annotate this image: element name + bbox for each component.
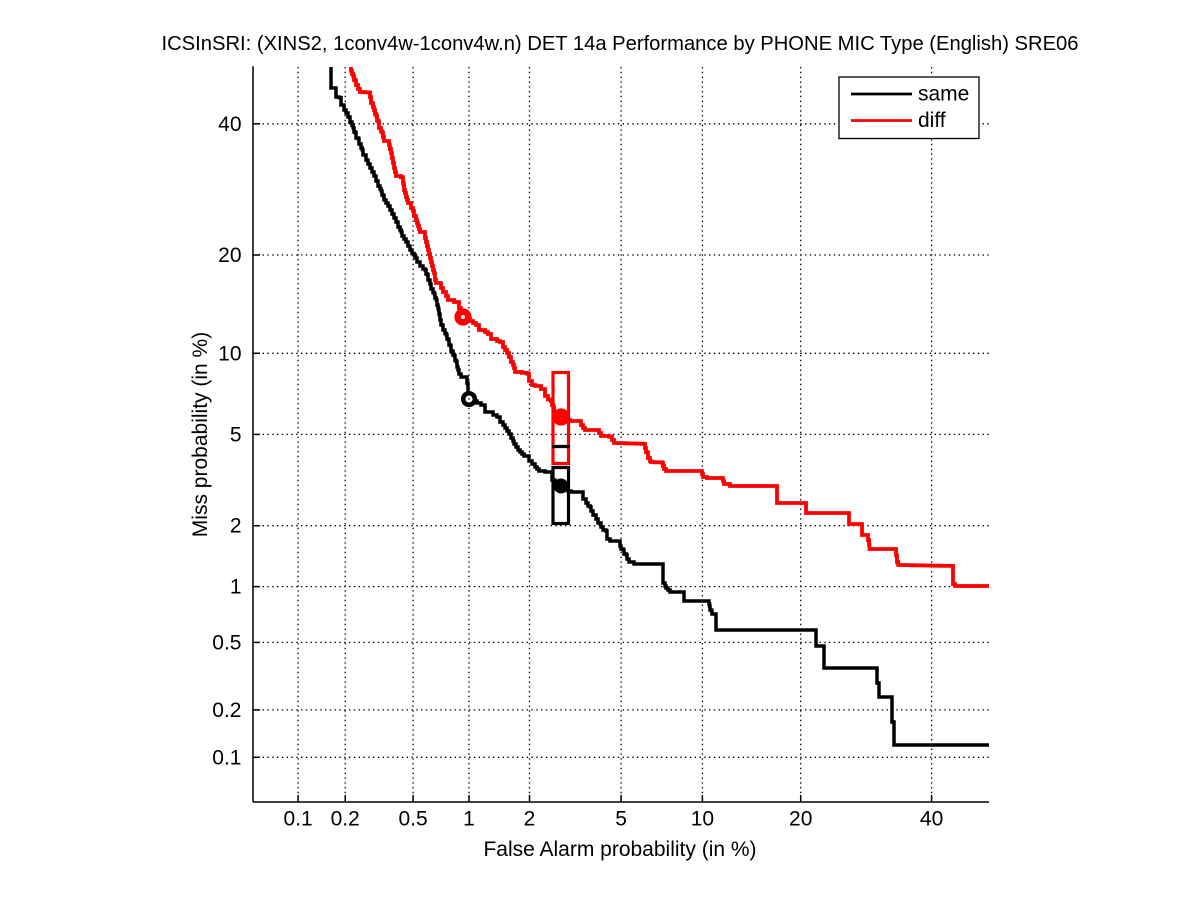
svg-text:40: 40 xyxy=(218,113,241,136)
svg-text:0.5: 0.5 xyxy=(212,631,241,654)
svg-text:1: 1 xyxy=(463,808,475,831)
svg-text:0.2: 0.2 xyxy=(331,808,360,831)
svg-text:0.2: 0.2 xyxy=(212,699,241,722)
svg-text:diff: diff xyxy=(918,109,946,132)
svg-text:0.1: 0.1 xyxy=(212,746,241,769)
svg-text:5: 5 xyxy=(615,808,627,831)
svg-text:0.1: 0.1 xyxy=(283,808,312,831)
svg-text:20: 20 xyxy=(218,244,241,267)
svg-text:20: 20 xyxy=(789,808,812,831)
svg-text:ICSInSRI: (XINS2, 1conv4w-1con: ICSInSRI: (XINS2, 1conv4w-1conv4w.n) DET… xyxy=(161,33,1078,55)
svg-text:10: 10 xyxy=(691,808,714,831)
svg-text:False Alarm probability (in %): False Alarm probability (in %) xyxy=(483,838,756,861)
svg-text:2: 2 xyxy=(524,808,536,831)
svg-text:10: 10 xyxy=(218,342,241,365)
svg-text:Miss probability (in %): Miss probability (in %) xyxy=(189,332,212,537)
svg-text:40: 40 xyxy=(920,808,943,831)
svg-text:2: 2 xyxy=(230,515,242,538)
svg-text:5: 5 xyxy=(230,423,242,446)
svg-text:0.5: 0.5 xyxy=(398,808,427,831)
svg-text:1: 1 xyxy=(230,576,242,599)
svg-text:same: same xyxy=(918,83,969,106)
